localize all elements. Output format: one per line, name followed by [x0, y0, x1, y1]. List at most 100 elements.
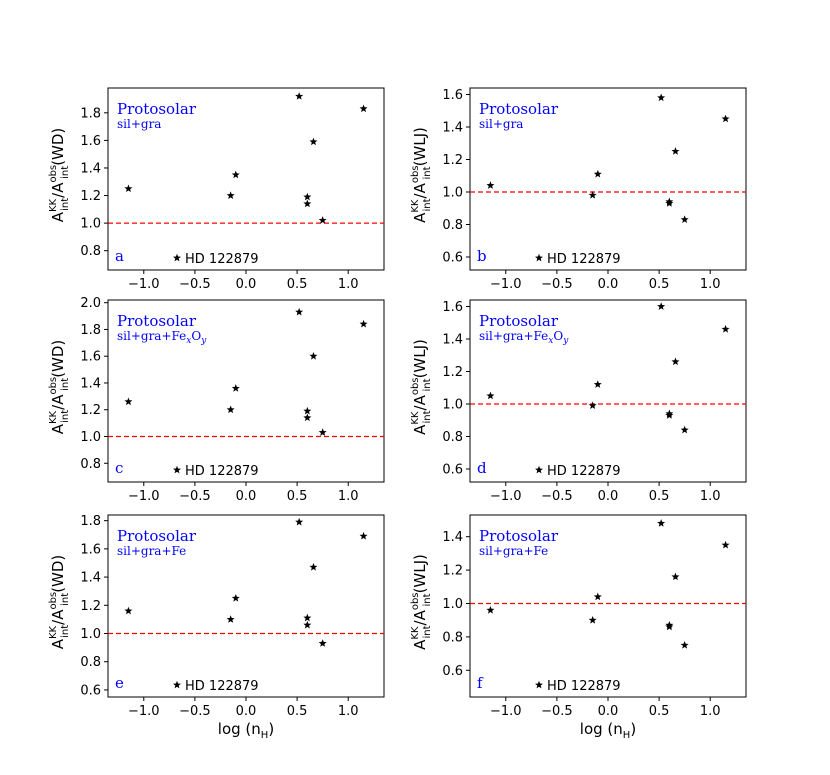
data-point — [486, 181, 495, 189]
x-axis-label: log (nH) — [580, 720, 636, 741]
y-tick-label: 0.8 — [442, 430, 463, 445]
data-point — [309, 352, 318, 360]
x-tick-label: −1.0 — [490, 704, 522, 719]
data-point — [295, 92, 304, 100]
legend-marker — [173, 465, 181, 474]
data-point — [665, 411, 674, 419]
x-tick-label: −1.0 — [128, 489, 160, 504]
y-tick-label: 0.6 — [442, 251, 463, 266]
data-point — [680, 215, 689, 224]
x-tick-label: −0.5 — [179, 704, 211, 719]
x-tick-label: 0.0 — [598, 489, 619, 504]
x-tick-label: 0.0 — [598, 704, 619, 719]
y-tick-label: 1.2 — [442, 153, 463, 168]
panel-b: 0.6 0.8 1.0 1.2 1.4 1.6 −1.0 −0.5 0.0 0.5 1.0 Proto… — [410, 87, 747, 292]
panel-f: 0.6 0.8 1.0 1.2 1.4 −1.0 −0.5 0.0 0.5 1.0 Protosol… — [410, 514, 747, 741]
y-tick-label: 1.0 — [442, 597, 463, 612]
y-tick-label: 1.4 — [442, 530, 463, 545]
data-point — [359, 104, 368, 113]
data-point — [124, 184, 133, 193]
data-point — [231, 594, 240, 602]
y-tick-label: 1.4 — [80, 571, 101, 586]
data-point — [721, 325, 730, 333]
y-tick-label: 1.8 — [80, 323, 101, 338]
y-tick-label: 1.2 — [442, 365, 463, 380]
panel-label: f — [477, 674, 484, 692]
data-point — [318, 428, 327, 436]
data-point — [593, 592, 602, 601]
data-point — [303, 413, 312, 422]
y-tick-label: 1.0 — [442, 398, 463, 413]
legend-marker — [535, 680, 543, 689]
y-tick-label: 0.8 — [442, 218, 463, 233]
x-tick-label: 1.0 — [338, 277, 359, 292]
legend-label: HD 122879 — [547, 252, 621, 267]
panel-subtitle: sil+gra+FexOy — [117, 329, 207, 346]
x-tick-label: 1.0 — [700, 704, 721, 719]
y-tick-label: 1.8 — [80, 106, 101, 121]
x-tick-label: −1.0 — [128, 277, 160, 292]
panel-label: b — [477, 247, 487, 265]
x-tick-label: −0.5 — [541, 489, 573, 504]
data-point — [295, 517, 304, 526]
y-tick-label: 1.4 — [80, 376, 101, 391]
panel-a: 0.8 1.0 1.2 1.4 1.6 1.8 −1.0 −0.5 0.0 0.5 1.0 Proto… — [48, 87, 385, 292]
y-tick-label: 1.6 — [80, 542, 101, 557]
legend-label: HD 122879 — [185, 252, 259, 267]
x-tick-label: 0.0 — [236, 704, 257, 719]
x-tick-label: 0.0 — [236, 277, 257, 292]
data-point — [318, 639, 327, 647]
panel-d: 0.6 0.8 1.0 1.2 1.4 1.6 −1.0 −0.5 0.0 0.5 1.0 Proto… — [410, 299, 747, 504]
legend-label: HD 122879 — [185, 464, 259, 479]
data-point — [657, 302, 666, 310]
y-tick-label: 1.4 — [80, 161, 101, 176]
x-tick-label: −0.5 — [541, 704, 573, 719]
data-point — [303, 199, 312, 208]
panel-subtitle: sil+gra+Fe — [479, 544, 548, 558]
data-point — [657, 93, 666, 102]
panel-subtitle: sil+gra — [117, 117, 161, 131]
x-tick-label: 0.5 — [287, 277, 308, 292]
panel-title: Protosolar — [479, 312, 559, 330]
x-tick-label: −0.5 — [179, 489, 211, 504]
y-tick-label: 1.0 — [80, 217, 101, 232]
data-point — [303, 613, 312, 622]
x-tick-label: 1.0 — [338, 489, 359, 504]
legend-label: HD 122879 — [185, 679, 259, 694]
legend-label: HD 122879 — [547, 464, 621, 479]
data-point — [665, 197, 674, 206]
y-tick-label: 1.0 — [80, 627, 101, 642]
data-point — [665, 622, 674, 631]
data-point — [588, 191, 597, 199]
legend-marker — [173, 253, 181, 262]
panel-label: c — [115, 459, 123, 477]
panel-title: Protosolar — [117, 312, 197, 330]
data-point — [593, 380, 602, 388]
data-point — [124, 397, 133, 406]
data-point — [486, 391, 495, 400]
data-point — [680, 641, 689, 649]
data-point — [486, 605, 495, 614]
y-tick-label: 1.6 — [80, 134, 101, 149]
data-point — [671, 357, 680, 366]
y-tick-label: 1.6 — [442, 300, 463, 315]
data-point — [588, 401, 597, 410]
panel-subtitle: sil+gra+FexOy — [479, 329, 569, 346]
data-point — [309, 563, 318, 571]
y-tick-label: 1.2 — [80, 599, 101, 614]
x-tick-label: −1.0 — [128, 704, 160, 719]
x-tick-label: 0.5 — [649, 277, 670, 292]
x-tick-label: 0.0 — [598, 277, 619, 292]
data-point — [226, 615, 235, 623]
panel-subtitle: sil+gra — [479, 117, 523, 131]
data-point — [359, 531, 368, 540]
panel-title: Protosolar — [117, 100, 197, 118]
panel-title: Protosolar — [117, 527, 197, 545]
y-tick-label: 0.6 — [442, 463, 463, 478]
y-tick-label: 1.6 — [80, 350, 101, 365]
panel-c: 0.8 1.0 1.2 1.4 1.6 1.8 2.0 −1.0 −0.5 0.0 0.5 1.0 Pr… — [48, 296, 385, 504]
x-tick-label: 1.0 — [700, 277, 721, 292]
y-tick-label: 0.8 — [442, 630, 463, 645]
legend-marker — [535, 465, 543, 474]
